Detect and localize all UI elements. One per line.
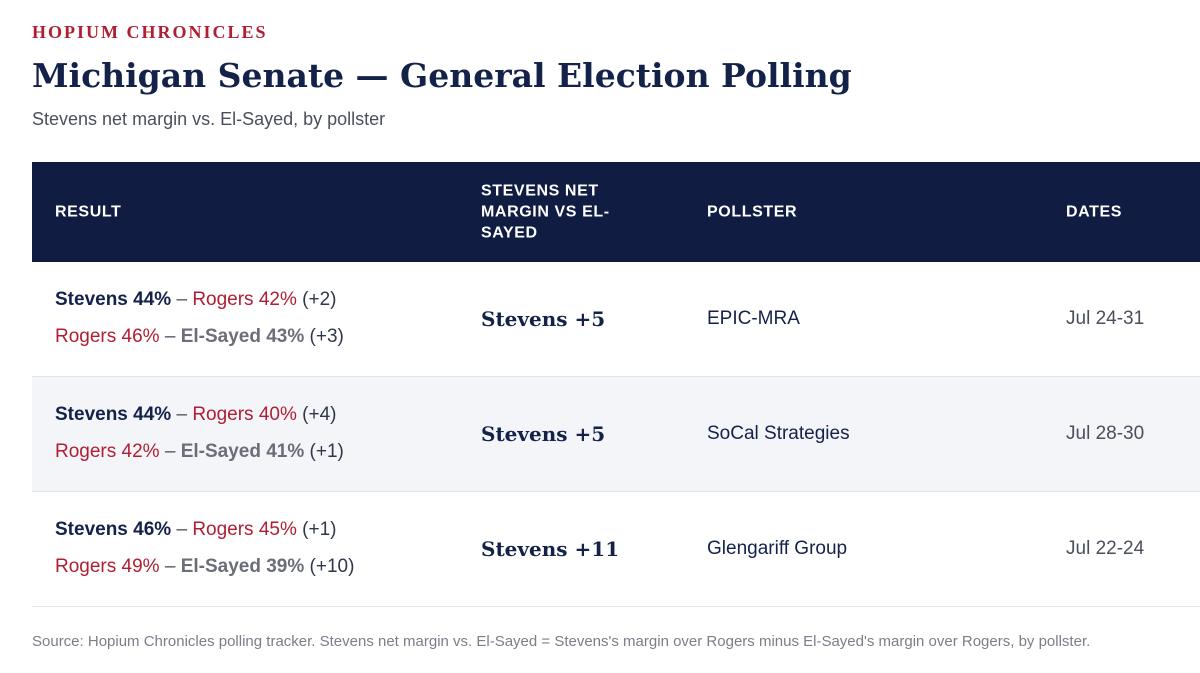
rogers-share: Rogers 49% [55,556,160,577]
result-separator: – [171,289,193,310]
stevens-share: Stevens 44% [55,289,172,310]
result-diff: (+10) [304,556,355,577]
rogers-share: Rogers 42% [192,289,297,310]
pollster-name: EPIC-MRA [707,308,800,329]
rogers-share: Rogers 42% [55,441,160,462]
pollster-name: SoCal Strategies [707,423,850,444]
table-row: Stevens 44% – Rogers 42% (+2) Rogers 46%… [32,262,1200,377]
table-row: Stevens 44% – Rogers 40% (+4) Rogers 42%… [32,377,1200,492]
poll-dates: Jul 28-30 [1066,423,1145,444]
result-separator: – [159,326,181,347]
page-subtitle: Stevens net margin vs. El-Sayed, by poll… [32,109,386,129]
page-title: Michigan Senate — General Election Polli… [32,56,852,95]
net-margin: Stevens +5 [481,422,606,446]
net-margin: Stevens +5 [481,307,606,331]
result-separator: – [171,519,193,540]
result-line-rogers-elsayed: Rogers 42% – El-Sayed 41% (+1) [55,441,344,463]
result-separator: – [159,556,181,577]
result-diff: (+1) [304,441,344,462]
result-line-stevens-rogers: Stevens 44% – Rogers 40% (+4) [55,404,336,426]
result-diff: (+4) [296,404,337,425]
source-footnote: Source: Hopium Chronicles polling tracke… [32,633,1091,650]
elsayed-share: El-Sayed 39% [180,556,305,577]
poll-dates: Jul 22-24 [1066,538,1145,559]
result-separator: – [159,441,181,462]
brand-label: HOPIUM CHRONICLES [32,22,268,42]
result-line-rogers-elsayed: Rogers 46% – El-Sayed 43% (+3) [55,326,344,348]
column-header-margin: STEVENS NET MARGIN VS EL-SAYED [481,182,610,242]
result-separator: – [171,404,193,425]
rogers-share: Rogers 40% [192,404,297,425]
poll-dates: Jul 24-31 [1066,308,1145,329]
net-margin: Stevens +11 [481,537,620,561]
pollster-name: Glengariff Group [707,538,848,559]
elsayed-share: El-Sayed 43% [180,326,305,347]
column-header-result: RESULT [55,203,122,221]
result-diff: (+3) [304,326,344,347]
result-line-stevens-rogers: Stevens 46% – Rogers 45% (+1) [55,519,336,541]
result-line-rogers-elsayed: Rogers 49% – El-Sayed 39% (+10) [55,556,354,578]
stevens-share: Stevens 44% [55,404,172,425]
stevens-share: Stevens 46% [55,519,172,540]
result-line-stevens-rogers: Stevens 44% – Rogers 42% (+2) [55,289,336,311]
table-row: Stevens 46% – Rogers 45% (+1) Rogers 49%… [32,492,1200,607]
elsayed-share: El-Sayed 41% [180,441,305,462]
rogers-share: Rogers 46% [55,326,160,347]
polling-table: RESULT STEVENS NET MARGIN VS EL-SAYED PO… [32,162,1200,607]
column-header-dates: DATES [1066,203,1123,221]
column-header-pollster: POLLSTER [707,203,798,221]
result-diff: (+2) [296,289,337,310]
rogers-share: Rogers 45% [192,519,297,540]
result-diff: (+1) [296,519,337,540]
table-header: RESULT STEVENS NET MARGIN VS EL-SAYED PO… [32,162,1200,262]
